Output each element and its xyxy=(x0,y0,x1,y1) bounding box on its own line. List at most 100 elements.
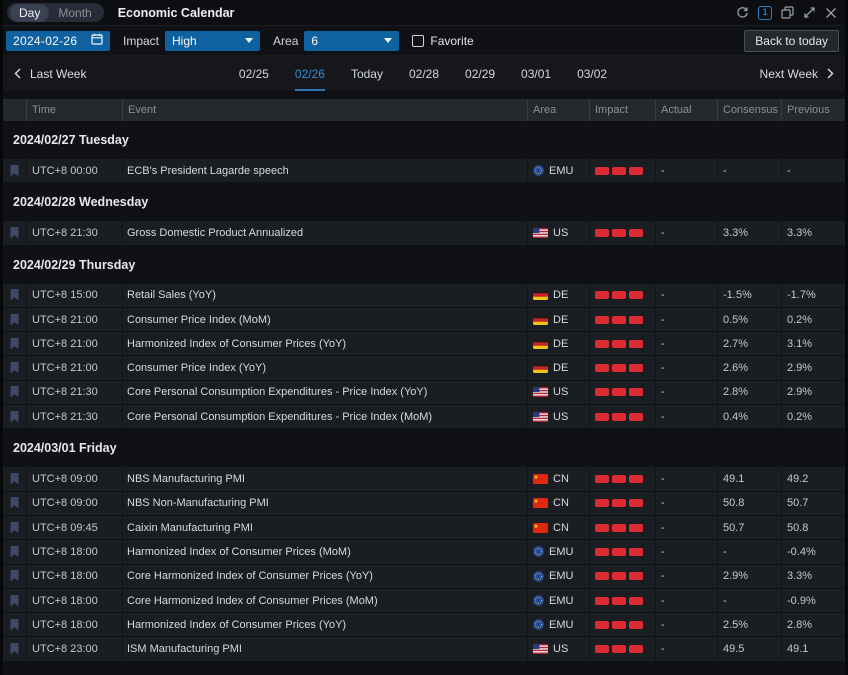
event-time: UTC+8 21:00 xyxy=(27,332,123,356)
event-time: UTC+8 21:00 xyxy=(27,307,123,332)
event-row[interactable]: UTC+8 09:00 NBS Manufacturing PMI CN -49.1 4… xyxy=(3,467,845,492)
day-tab-02-25[interactable]: 02/25 xyxy=(238,66,269,81)
impact-bars xyxy=(590,283,656,307)
event-actual: - xyxy=(656,332,718,356)
event-consensus: -1.5% xyxy=(718,283,782,307)
emu-flag-icon xyxy=(533,570,544,582)
bookmark-icon[interactable] xyxy=(3,467,27,491)
event-time: UTC+8 23:00 xyxy=(27,637,123,661)
area-value: 6 xyxy=(311,33,319,48)
event-row[interactable]: UTC+8 21:00 Consumer Price Index (YoY) DE -… xyxy=(3,356,845,381)
impact-dropdown[interactable]: High xyxy=(165,30,261,51)
event-time: UTC+8 09:00 xyxy=(27,491,123,515)
event-previous: 0.2% xyxy=(787,313,813,326)
bookmark-icon[interactable] xyxy=(3,221,27,245)
impact-bars xyxy=(590,540,656,564)
event-area: DE xyxy=(528,356,590,380)
area-dropdown[interactable]: 6 xyxy=(304,30,400,51)
event-name: NBS Manufacturing PMI xyxy=(123,467,528,491)
bookmark-icon[interactable] xyxy=(3,405,27,429)
day-tab-today[interactable]: Today xyxy=(350,66,383,81)
next-week-button[interactable]: Next Week xyxy=(760,56,835,91)
refresh-icon[interactable] xyxy=(736,6,749,19)
event-row[interactable]: UTC+8 00:00 ECB's President Lagarde speec… xyxy=(3,159,845,184)
panel-count-badge[interactable]: 1 xyxy=(758,5,772,20)
event-previous: 3.3% xyxy=(787,570,813,583)
event-actual: - xyxy=(656,159,718,183)
impact-bars xyxy=(590,637,656,661)
day-tab-02-26[interactable]: 02/26 xyxy=(294,56,325,91)
event-actual: - xyxy=(656,405,718,429)
event-row[interactable]: UTC+8 09:00 NBS Non-Manufacturing PMI CN -5… xyxy=(3,491,845,516)
bookmark-icon[interactable] xyxy=(3,491,27,515)
emu-flag-icon xyxy=(533,595,544,606)
event-previous: 2.9% xyxy=(787,362,813,375)
section-date-header: 2024/02/28 Wednesday xyxy=(3,183,845,222)
event-consensus: 2.7% xyxy=(718,332,782,356)
event-row[interactable]: UTC+8 23:00 ISM Manufacturing PMI US -49.5 4… xyxy=(3,637,845,662)
event-row[interactable]: UTC+8 18:00 Harmonized Index of Consumer … xyxy=(3,613,845,638)
windows-icon[interactable] xyxy=(781,6,794,19)
bookmark-icon[interactable] xyxy=(3,588,27,613)
event-actual: - xyxy=(656,307,718,332)
event-row[interactable]: UTC+8 18:00 Core Harmonized Index of Cons… xyxy=(3,564,845,589)
event-area: EMU xyxy=(528,588,590,613)
event-actual: - xyxy=(656,564,718,588)
event-time: UTC+8 18:00 xyxy=(27,613,123,637)
event-row[interactable]: UTC+8 21:00 Consumer Price Index (MoM) DE -… xyxy=(3,307,845,333)
bookmark-icon[interactable] xyxy=(3,356,27,380)
event-area: DE xyxy=(528,332,590,356)
event-row[interactable]: UTC+8 18:00 Core Harmonized Index of Cons… xyxy=(3,588,845,614)
event-row[interactable]: UTC+8 21:30 Core Personal Consumption Exp… xyxy=(3,380,845,406)
event-actual: - xyxy=(656,540,718,564)
toggle-month[interactable]: Month xyxy=(58,5,92,20)
day-tab-03-02[interactable]: 03/02 xyxy=(577,66,608,81)
impact-bars xyxy=(590,515,656,540)
event-actual: - xyxy=(656,283,718,307)
bookmark-icon[interactable] xyxy=(3,613,27,637)
event-previous: - xyxy=(787,164,791,177)
event-name: Core Personal Consumption Expenditures -… xyxy=(123,380,528,405)
expand-icon[interactable] xyxy=(803,6,816,19)
event-row[interactable]: UTC+8 09:45 Caixin Manufacturing PMI CN -50… xyxy=(3,515,845,541)
de-flag-icon xyxy=(533,290,548,301)
toggle-day[interactable]: Day xyxy=(10,3,50,22)
last-week-button[interactable]: Last Week xyxy=(13,56,86,91)
event-consensus: - xyxy=(718,588,782,613)
bookmark-icon[interactable] xyxy=(3,380,27,405)
de-flag-icon xyxy=(533,338,548,349)
bookmark-icon[interactable] xyxy=(3,515,27,540)
bookmark-icon[interactable] xyxy=(3,283,27,307)
day-tab-02-28[interactable]: 02/28 xyxy=(408,66,440,81)
favorite-filter[interactable]: Favorite xyxy=(412,34,474,48)
bookmark-icon[interactable] xyxy=(3,159,27,183)
impact-bars xyxy=(590,332,656,356)
event-row[interactable]: UTC+8 15:00 Retail Sales (YoY) DE - -1.5% -1.… xyxy=(3,283,845,308)
cn-flag-icon xyxy=(533,498,548,509)
event-time: UTC+8 18:00 xyxy=(27,564,123,588)
back-to-today-button[interactable]: Back to today xyxy=(744,29,839,52)
event-area: EMU xyxy=(528,540,590,564)
event-row[interactable]: UTC+8 21:00 Harmonized Index of Consumer … xyxy=(3,332,845,357)
impact-bars xyxy=(590,613,656,637)
event-actual: - xyxy=(656,380,718,405)
day-tab-03-01[interactable]: 03/01 xyxy=(521,66,552,81)
bookmark-icon[interactable] xyxy=(3,540,27,564)
close-icon[interactable] xyxy=(825,7,837,19)
impact-label: Impact xyxy=(123,33,160,48)
bookmark-icon[interactable] xyxy=(3,637,27,661)
event-row[interactable]: UTC+8 18:00 Harmonized Index of Consumer … xyxy=(3,540,845,565)
event-previous: -0.9% xyxy=(787,594,816,607)
event-name: Gross Domestic Product Annualized xyxy=(123,221,528,245)
bookmark-icon[interactable] xyxy=(3,332,27,356)
favorite-checkbox[interactable] xyxy=(412,34,425,47)
next-week-label: Next Week xyxy=(759,66,818,81)
bookmark-icon[interactable] xyxy=(3,564,27,588)
event-row[interactable]: UTC+8 21:30 Gross Domestic Product Annual… xyxy=(3,221,845,246)
bookmark-icon[interactable] xyxy=(3,307,27,332)
de-flag-icon xyxy=(533,363,548,374)
date-picker[interactable]: 2024-02-26 xyxy=(6,30,110,51)
day-tab-02-29[interactable]: 02/29 xyxy=(465,66,496,81)
event-row[interactable]: UTC+8 21:30 Core Personal Consumption Exp… xyxy=(3,405,845,430)
event-area: US xyxy=(528,221,590,245)
